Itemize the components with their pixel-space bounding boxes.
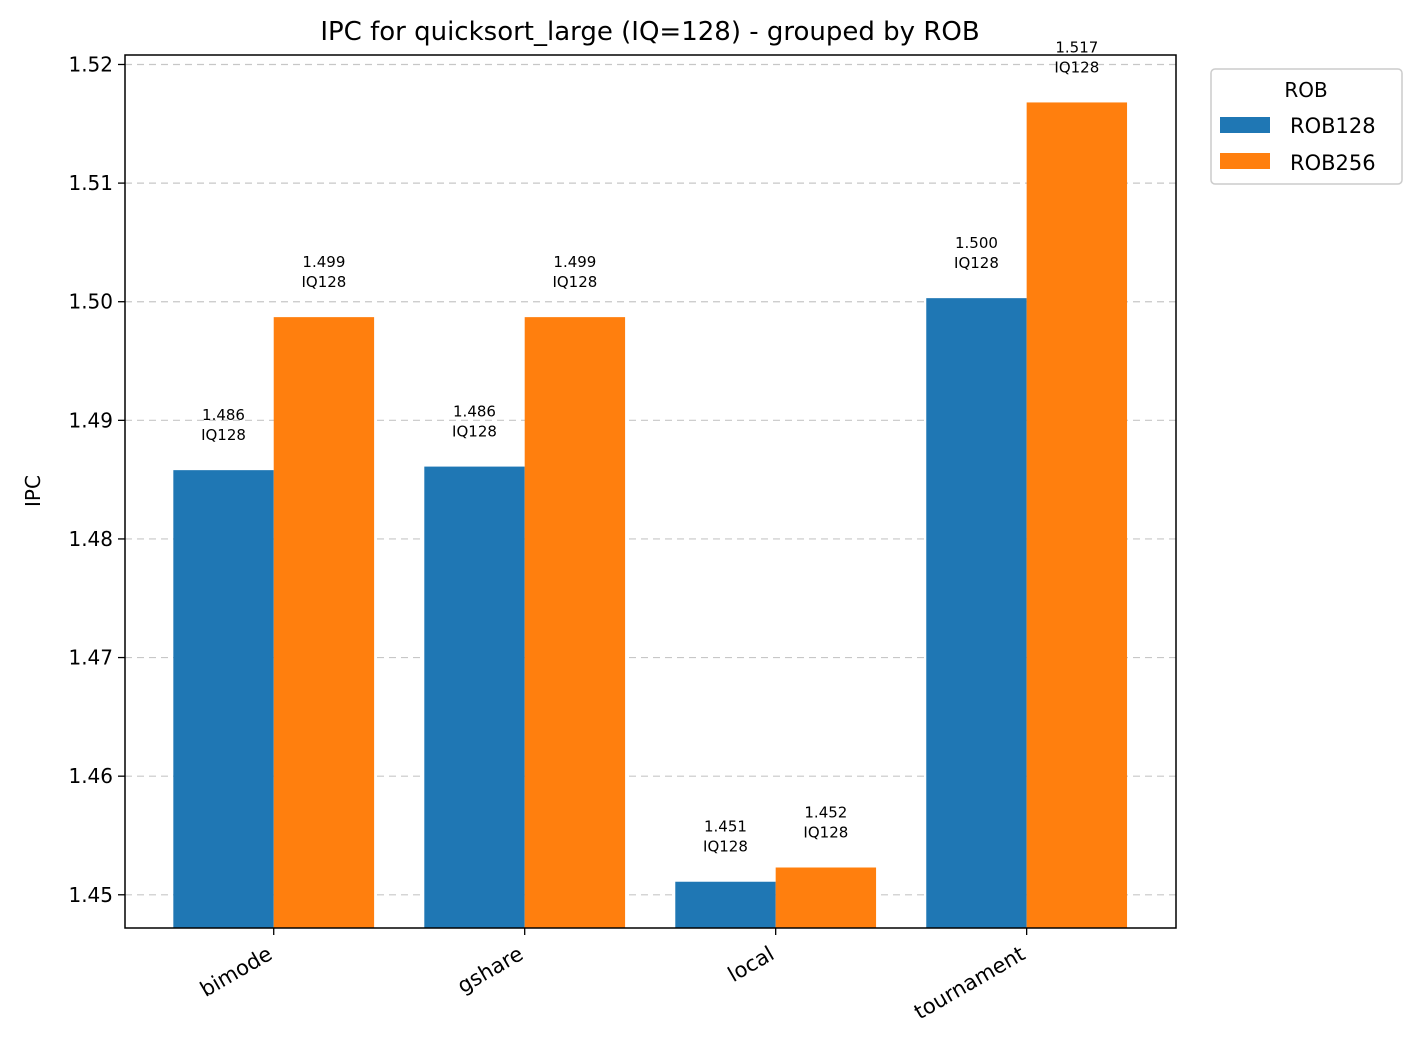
data-label-line: 1.486 xyxy=(453,403,496,421)
x-tick-label-bimode: bimode xyxy=(196,942,276,1002)
data-label-rob256-local: 1.452 IQ128 xyxy=(803,804,848,842)
y-tick-label-2: 1.47 xyxy=(68,646,113,670)
x-tick-label-local: local xyxy=(724,942,778,987)
bar-rob128-tournament xyxy=(926,298,1027,929)
data-label-rob128-tournament: 1.500 IQ128 xyxy=(954,234,999,272)
data-label-line: 1.452 xyxy=(804,804,847,822)
data-label-rob256-gshare: 1.499 IQ128 xyxy=(552,253,597,291)
bar-rob256-gshare xyxy=(524,317,626,929)
legend-label-rob128: ROB128 xyxy=(1290,114,1376,138)
y-axis-label: IPC xyxy=(21,475,45,507)
bars-layer xyxy=(173,102,1128,929)
bar-rob128-gshare xyxy=(424,466,525,928)
chart-title: IPC for quicksort_large (IQ=128) - group… xyxy=(320,17,979,47)
data-label-line: 1.517 xyxy=(1055,38,1098,56)
data-label-line: IQ128 xyxy=(954,254,999,272)
data-label-line: IQ128 xyxy=(201,426,246,444)
bar-rob256-local xyxy=(775,867,877,928)
bar-rob256-bimode xyxy=(273,317,375,929)
data-label-line: 1.499 xyxy=(302,253,345,271)
data-label-rob256-bimode: 1.499 IQ128 xyxy=(301,253,346,291)
y-tick-label-1: 1.46 xyxy=(68,764,113,788)
y-tick-label-7: 1.52 xyxy=(68,52,113,76)
legend: ROB ROB128 ROB256 xyxy=(1210,68,1403,185)
x-tick-label-tournament: tournament xyxy=(910,942,1029,1025)
y-tick-label-3: 1.48 xyxy=(68,527,113,551)
y-tick-label-5: 1.50 xyxy=(68,290,113,314)
data-label-rob128-local: 1.451 IQ128 xyxy=(703,818,748,856)
y-axis: 1.45 1.46 1.47 1.48 1.49 1.50 1.51 1.52 xyxy=(68,52,125,907)
data-label-line: IQ128 xyxy=(301,273,346,291)
bar-rob128-bimode xyxy=(173,470,274,928)
data-label-line: IQ128 xyxy=(703,838,748,856)
data-label-line: 1.499 xyxy=(553,253,596,271)
legend-label-rob256: ROB256 xyxy=(1290,151,1376,175)
data-label-line: 1.451 xyxy=(704,818,747,836)
bar-rob256-tournament xyxy=(1026,102,1128,928)
data-label-rob256-tournament: 1.517 IQ128 xyxy=(1054,38,1099,76)
data-labels-layer: 1.486 IQ128 1.499 IQ128 1.486 IQ128 1.499 IQ128… xyxy=(201,38,1099,855)
data-label-rob128-bimode: 1.486 IQ128 xyxy=(201,406,246,444)
data-label-line: 1.486 xyxy=(202,406,245,424)
data-label-line: 1.500 xyxy=(955,234,998,252)
data-label-line: IQ128 xyxy=(552,273,597,291)
y-tick-label-0: 1.45 xyxy=(68,883,113,907)
data-label-rob128-gshare: 1.486 IQ128 xyxy=(452,403,497,441)
x-tick-label-gshare: gshare xyxy=(453,942,527,999)
data-label-line: IQ128 xyxy=(803,824,848,842)
y-tick-label-6: 1.51 xyxy=(68,171,113,195)
bar-rob128-local xyxy=(675,881,776,928)
plot-frame xyxy=(124,54,1177,929)
data-label-line: IQ128 xyxy=(1054,58,1099,76)
legend-title: ROB xyxy=(1284,78,1327,102)
y-tick-label-4: 1.49 xyxy=(68,408,113,432)
legend-swatch-rob256 xyxy=(1220,153,1270,169)
legend-swatch-rob128 xyxy=(1220,117,1270,133)
x-axis: bimode gshare local tournament xyxy=(196,928,1029,1024)
data-label-line: IQ128 xyxy=(452,423,497,441)
